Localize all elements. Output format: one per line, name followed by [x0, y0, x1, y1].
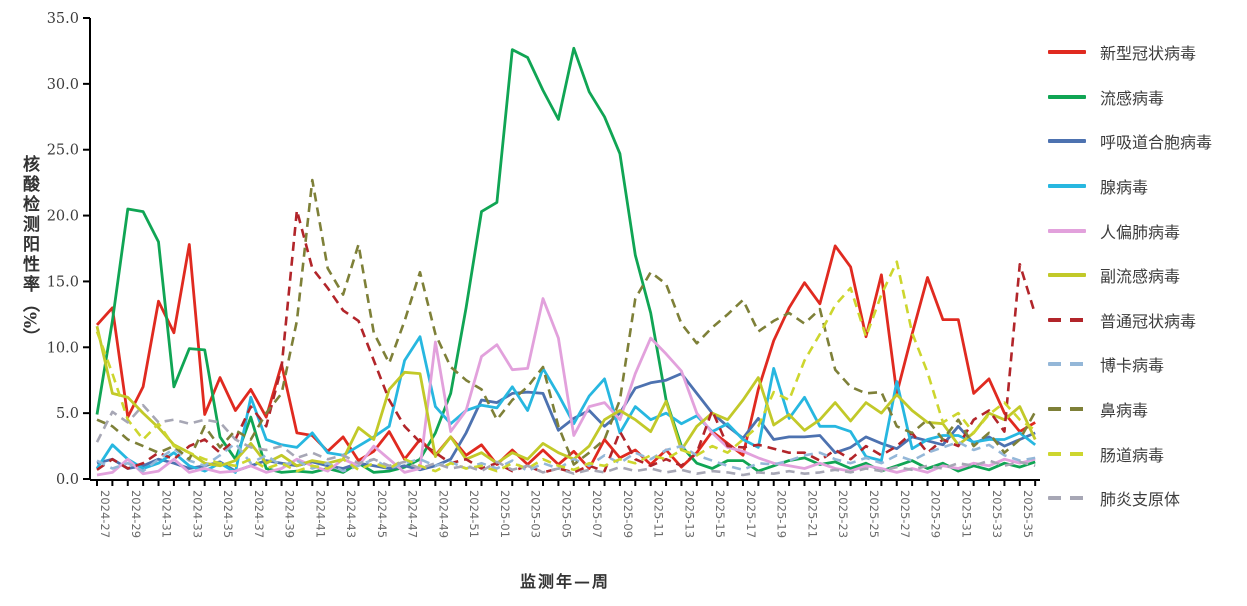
x-tick-label: 2025-17: [744, 490, 758, 538]
legend-item: 肺炎支原体: [1048, 476, 1243, 521]
y-tick-label: 35.0: [47, 11, 79, 27]
y-tick-label: 5.0: [56, 406, 79, 422]
x-tick-label: 2024-35: [221, 490, 235, 538]
legend-swatch: [1048, 50, 1086, 55]
series-lines: [95, 46, 1037, 477]
x-tick-label: 2024-51: [467, 490, 481, 538]
x-tick-label: 2025-13: [682, 490, 696, 538]
x-tick-label: 2024-27: [98, 490, 112, 538]
x-tick-label: 2025-19: [775, 490, 789, 538]
x-tick-label: 2024-43: [344, 490, 358, 538]
legend-item: 流感病毒: [1048, 75, 1243, 120]
x-tick-label: 2025-27: [898, 490, 912, 538]
y-tick-label: 0.0: [56, 472, 79, 488]
legend-item: 副流感病毒: [1048, 253, 1243, 298]
legend-swatch: [1048, 94, 1086, 99]
legend-swatch: [1048, 273, 1086, 278]
legend-item: 博卡病毒: [1048, 342, 1243, 387]
x-tick-label: 2024-29: [129, 490, 143, 538]
legend-label: 副流感病毒: [1100, 267, 1181, 287]
legend-swatch: [1048, 496, 1086, 501]
y-tick-label: 15.0: [47, 274, 79, 290]
legend-label: 新型冠状病毒: [1100, 44, 1197, 64]
series-line: [95, 260, 1036, 473]
x-tick-label: 2025-15: [713, 490, 727, 538]
x-axis-title: 监测年—周: [519, 572, 610, 591]
legend: 新型冠状病毒 流感病毒呼吸道合胞病毒 腺病毒人偏肺病毒副流感病毒普通冠状病毒 博卡病毒…: [1048, 30, 1243, 521]
legend-item: 普通冠状病毒: [1048, 298, 1243, 343]
legend-item: 人偏肺病毒: [1048, 208, 1243, 253]
series-line: [96, 178, 1037, 466]
legend-label: 肠道病毒: [1100, 445, 1165, 465]
legend-label: 普通冠状病毒: [1100, 311, 1197, 331]
x-tick-label: 2025-25: [867, 490, 881, 538]
series-line: [95, 243, 1036, 470]
x-tick-label: 2025-01: [498, 490, 512, 538]
x-tick-label: 2025-09: [621, 490, 635, 538]
x-tick-label: 2024-41: [313, 490, 327, 538]
series-line: [95, 325, 1037, 468]
x-tick-label: 2025-07: [590, 490, 604, 538]
y-tick-label: 20.0: [47, 209, 79, 225]
legend-item: 鼻病毒: [1048, 387, 1243, 432]
legend-item: 腺病毒: [1048, 164, 1243, 209]
x-tick-label: 2025-31: [959, 490, 973, 538]
legend-label: 人偏肺病毒: [1100, 222, 1181, 242]
x-tick-label: 2025-23: [836, 490, 850, 538]
x-tick-label: 2024-49: [436, 490, 450, 538]
x-tick-label: 2025-33: [990, 490, 1004, 538]
x-tick-label: 2024-47: [406, 490, 420, 538]
x-tick-label: 2025-05: [559, 490, 573, 538]
legend-swatch: [1048, 451, 1086, 456]
series-line: [95, 335, 1037, 474]
legend-label: 流感病毒: [1100, 88, 1165, 108]
series-line: [95, 403, 1036, 477]
series-line: [96, 297, 1036, 477]
y-tick-label: 30.0: [47, 77, 79, 93]
x-tick-label: 2024-45: [375, 490, 389, 538]
x-tick-label: 2024-37: [252, 490, 266, 538]
legend-label: 肺炎支原体: [1100, 490, 1181, 510]
x-tick-label: 2024-31: [160, 490, 174, 538]
y-tick-label: 10.0: [47, 340, 79, 356]
legend-swatch: [1048, 184, 1086, 189]
legend-label: 腺病毒: [1100, 178, 1149, 198]
legend-swatch: [1048, 362, 1086, 367]
legend-swatch: [1048, 407, 1086, 412]
x-tick-label: 2024-39: [283, 490, 297, 538]
legend-swatch: [1048, 228, 1086, 233]
legend-label: 博卡病毒: [1100, 356, 1165, 376]
x-tick-label: 2025-29: [929, 490, 943, 538]
x-tick-label: 2025-35: [1021, 490, 1035, 538]
y-tick-label: 25.0: [47, 143, 79, 159]
legend-item: 肠道病毒: [1048, 431, 1243, 476]
legend-item: 呼吸道合胞病毒: [1048, 119, 1243, 164]
legend-swatch: [1048, 139, 1086, 144]
y-axis-title: 核酸检测阳性率（%）: [19, 155, 39, 346]
x-tick-label: 2025-03: [529, 490, 543, 538]
x-axis-ticks: 2024-27 2024-29 2024-31 2024-33 2024-35 2024-…: [96, 480, 1037, 538]
x-tick-label: 2025-21: [805, 490, 819, 538]
x-tick-label: 2025-11: [652, 490, 666, 538]
series-line: [96, 440, 1036, 473]
legend-swatch: [1048, 317, 1086, 322]
legend-label: 鼻病毒: [1100, 401, 1149, 421]
x-tick-label: 2024-33: [190, 490, 204, 538]
series-line: [96, 372, 1036, 473]
y-axis-ticks: 0.0 5.0 10.0 15.0 20.0 25.0 30.0 35.0: [47, 11, 90, 488]
legend-label: 呼吸道合胞病毒: [1100, 133, 1213, 153]
legend-item: 新型冠状病毒: [1048, 30, 1243, 75]
